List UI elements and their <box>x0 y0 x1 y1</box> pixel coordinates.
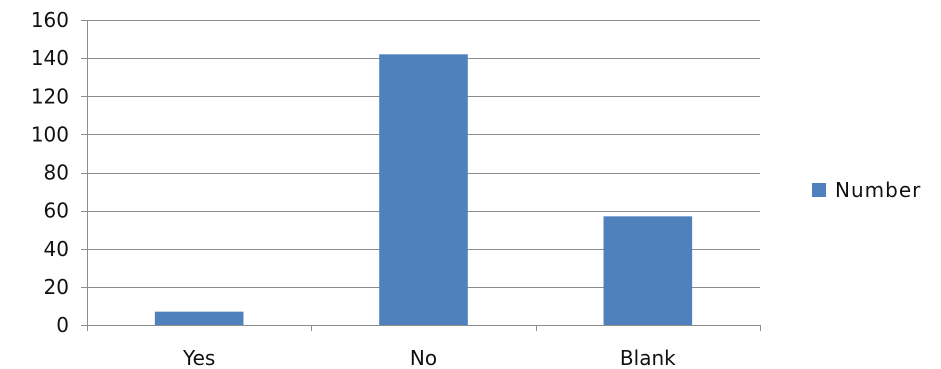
x-axis-category-labels: Yes No Blank <box>182 346 676 369</box>
bar-no <box>379 54 468 325</box>
axes <box>81 20 761 331</box>
y-tick-label: 60 <box>44 199 69 223</box>
x-category-label: No <box>410 346 437 369</box>
legend-swatch-number <box>812 183 826 197</box>
legend: Number <box>812 178 921 202</box>
y-tick-label: 120 <box>31 84 69 108</box>
y-tick-label: 100 <box>31 122 69 146</box>
x-category-label: Yes <box>182 346 215 369</box>
legend-label-number: Number <box>835 178 921 202</box>
y-axis-tick-labels: 0 20 40 60 80 100 120 140 160 <box>31 8 69 337</box>
y-tick-label: 0 <box>56 313 69 337</box>
y-tick-label: 80 <box>44 161 69 185</box>
y-tick-label: 160 <box>31 8 69 32</box>
y-tick-label: 140 <box>31 46 69 70</box>
bar-blank <box>603 216 693 325</box>
bar-yes <box>154 311 244 325</box>
y-tick-label: 20 <box>44 275 69 299</box>
x-category-label: Blank <box>620 346 676 369</box>
bars <box>154 54 693 325</box>
y-tick-label: 40 <box>44 237 69 261</box>
